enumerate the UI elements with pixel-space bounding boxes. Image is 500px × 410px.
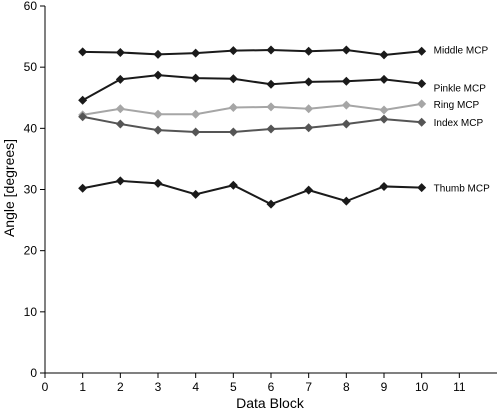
data-point	[153, 178, 163, 188]
series-line	[82, 49, 422, 56]
data-point	[115, 119, 125, 129]
series-thumb-mcp: Thumb MCP	[78, 176, 490, 209]
series-label: Ring MCP	[434, 100, 480, 111]
data-point	[266, 102, 276, 112]
series-line	[82, 74, 422, 102]
series-ring-mcp: Ring MCP	[78, 99, 480, 120]
data-point	[153, 49, 163, 59]
data-point	[417, 99, 427, 109]
data-point	[191, 48, 201, 58]
x-tick-label: 11	[453, 380, 466, 394]
data-point	[379, 181, 389, 191]
series-line	[82, 179, 422, 206]
data-point	[304, 77, 314, 87]
series-middle-mcp: Middle MCP	[78, 45, 489, 60]
data-point	[266, 45, 276, 55]
data-point	[228, 180, 238, 190]
data-point	[153, 70, 163, 80]
data-point	[341, 76, 351, 86]
data-point	[191, 189, 201, 199]
data-point	[304, 46, 314, 56]
data-point	[191, 73, 201, 83]
data-point	[304, 185, 314, 195]
data-point	[78, 183, 88, 193]
x-tick-label: 1	[79, 380, 86, 394]
series-line	[82, 115, 422, 134]
y-tick-label: 50	[24, 60, 38, 74]
data-point	[341, 45, 351, 55]
ticks: 0 10 20 30 40 50 60 0 1 2 3 4 5 6 7 8 9 10 11	[24, 0, 466, 394]
x-tick-label: 7	[305, 380, 312, 394]
x-tick-label: 9	[381, 380, 388, 394]
series-label: Middle MCP	[434, 45, 489, 56]
data-point	[379, 105, 389, 115]
data-point	[304, 123, 314, 133]
data-point	[417, 46, 427, 56]
series-label: Pinkle MCP	[434, 84, 487, 95]
data-point	[266, 199, 276, 209]
data-point	[379, 114, 389, 124]
series-index-mcp: Index MCP	[78, 112, 484, 137]
series-label: Index MCP	[434, 118, 484, 129]
series-label: Thumb MCP	[434, 184, 490, 195]
x-tick-label: 10	[415, 380, 429, 394]
y-tick-label: 30	[24, 183, 38, 197]
data-point	[115, 176, 125, 186]
axes	[44, 6, 497, 374]
data-point	[191, 109, 201, 119]
data-point	[304, 104, 314, 114]
y-tick-label: 60	[24, 0, 38, 13]
data-point	[266, 124, 276, 134]
y-tick-label: 10	[24, 305, 38, 319]
data-point	[115, 104, 125, 114]
y-tick-label: 40	[24, 121, 38, 135]
y-axis-title: Angle [degrees]	[1, 139, 17, 237]
data-point	[78, 112, 88, 122]
data-point	[228, 74, 238, 84]
data-point	[417, 79, 427, 89]
data-point	[191, 127, 201, 137]
data-point	[417, 117, 427, 127]
series-pinkle-mcp: Pinkle MCP	[78, 70, 487, 105]
data-point	[115, 47, 125, 57]
data-point	[266, 79, 276, 89]
data-point	[341, 196, 351, 206]
x-tick-label: 3	[155, 380, 162, 394]
data-point	[228, 127, 238, 137]
data-point	[341, 119, 351, 129]
x-tick-label: 8	[343, 380, 350, 394]
x-tick-label: 6	[268, 380, 275, 394]
series-layer: Middle MCP Pinkle MCP Ring MCP Index MCP Thu…	[78, 45, 490, 209]
data-point	[379, 74, 389, 84]
data-point	[78, 95, 88, 105]
x-tick-label: 2	[117, 380, 124, 394]
x-tick-label: 5	[230, 380, 237, 394]
data-point	[341, 100, 351, 110]
y-tick-label: 0	[30, 366, 37, 380]
data-point	[153, 125, 163, 135]
series-line	[82, 102, 422, 116]
data-point	[228, 46, 238, 56]
data-point	[153, 109, 163, 119]
data-point	[379, 50, 389, 60]
x-tick-label: 4	[192, 380, 199, 394]
data-point	[115, 74, 125, 84]
data-point	[228, 103, 238, 113]
x-axis-title: Data Block	[236, 395, 305, 410]
x-tick-label: 0	[42, 380, 49, 394]
data-point	[417, 183, 427, 193]
data-point	[78, 47, 88, 57]
y-tick-label: 20	[24, 244, 38, 258]
